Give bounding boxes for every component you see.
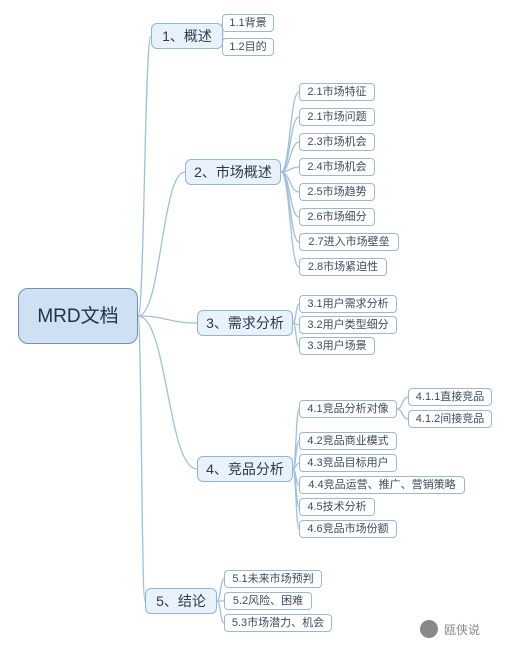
mindmap-leaf-node: 3.3用户场景 [299, 337, 375, 355]
mindmap-leaf-node: 2.6市场细分 [299, 208, 375, 226]
mindmap-leaf-node: 5.3市场潜力、机会 [224, 614, 332, 632]
mindmap-leaf-node: 2.3市场机会 [299, 133, 375, 151]
mindmap-leaf-node: 2.1市场问题 [299, 108, 375, 126]
mindmap-edge [281, 142, 299, 172]
mindmap-leaf-node: 1.1背景 [222, 14, 274, 32]
mindmap-edge [138, 316, 197, 323]
mindmap-leaf-node: 4.4竞品运营、推广、营销策略 [299, 476, 465, 494]
watermark: 瓯侠说 [420, 620, 480, 638]
mindmap-leaf-node: 2.1市场特征 [299, 83, 375, 101]
mindmap-edge [281, 167, 299, 172]
mindmap-edge [397, 409, 408, 419]
mindmap-leaf-node: 2.4市场机会 [299, 158, 375, 176]
mindmap-edge [281, 172, 299, 217]
mindmap-edge [281, 92, 299, 172]
mindmap-root-node: MRD文档 [18, 288, 138, 344]
mindmap-leaf-node: 5.2风险、困难 [224, 592, 312, 610]
mindmap-leaf-node: 2.7进入市场壁垒 [299, 233, 399, 251]
mindmap-edge [217, 601, 224, 623]
mindmap-leaf-node: 5.1未来市场预判 [224, 570, 322, 588]
mindmap-branch-node: 2、市场概述 [185, 159, 281, 185]
mindmap-leaf-node: 1.2目的 [222, 38, 274, 56]
mindmap-leaf-node: 2.5市场趋势 [299, 183, 375, 201]
mindmap-edge [217, 579, 224, 601]
mindmap-edge [281, 172, 299, 192]
mindmap-edge [281, 117, 299, 172]
mindmap-branch-node: 3、需求分析 [197, 310, 293, 336]
mindmap-leaf-node: 3.2用户类型细分 [299, 316, 397, 334]
mindmap-edge [138, 36, 151, 316]
mindmap-edge [281, 172, 299, 242]
watermark-text: 瓯侠说 [444, 621, 480, 638]
mindmap-branch-node: 1、概述 [151, 23, 223, 49]
mindmap-edge [397, 397, 408, 409]
mindmap-edge [293, 469, 299, 529]
mindmap-edge [138, 316, 145, 601]
mindmap-canvas: MRD文档 1、概述1.1背景 1.2目的 2、市场概述 2.1市场特征 2.1市场问题 2… [0, 0, 507, 651]
mindmap-edge [281, 172, 299, 267]
mindmap-leaf-node: 4.1.1直接竞品 [408, 388, 492, 406]
mindmap-leaf-node: 4.1.2间接竞品 [408, 410, 492, 428]
mindmap-leaf-node: 4.2竞品商业模式 [299, 432, 397, 450]
mindmap-edge [138, 316, 197, 469]
mindmap-leaf-node: 3.1用户需求分析 [299, 295, 397, 313]
mindmap-leaf-node: 4.3竞品目标用户 [299, 454, 397, 472]
wechat-icon [420, 620, 438, 638]
mindmap-branch-node: 5、结论 [145, 588, 217, 614]
mindmap-leaf-node: 4.1竞品分析对像 [299, 400, 397, 418]
mindmap-leaf-node: 4.6竞品市场份额 [299, 520, 397, 538]
mindmap-edge [138, 172, 185, 316]
mindmap-leaf-node: 2.8市场紧迫性 [299, 258, 387, 276]
mindmap-leaf-node: 4.5技术分析 [299, 498, 375, 516]
mindmap-branch-node: 4、竞品分析 [197, 456, 293, 482]
